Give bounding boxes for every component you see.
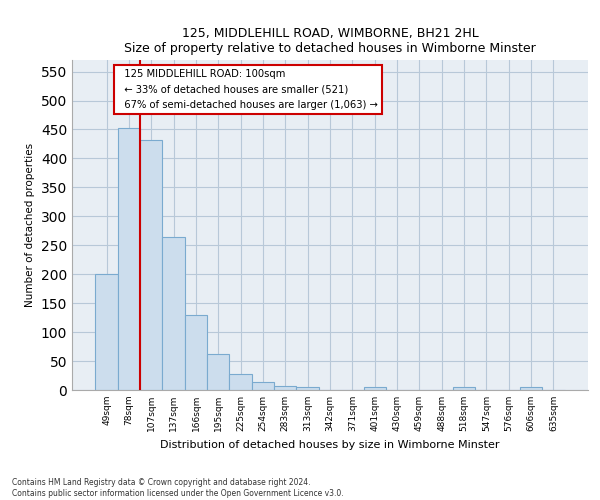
Bar (163, 236, 185, 390)
Bar (118, 128, 140, 390)
X-axis label: Distribution of detached houses by size in Wimborne Minster: Distribution of detached houses by size … (160, 440, 500, 450)
Bar (252, 382, 274, 390)
Text: Contains HM Land Registry data © Crown copyright and database right 2024.
Contai: Contains HM Land Registry data © Crown c… (12, 478, 344, 498)
Title: 125, MIDDLEHILL ROAD, WIMBORNE, BH21 2HL
Size of property relative to detached h: 125, MIDDLEHILL ROAD, WIMBORNE, BH21 2HL… (124, 26, 536, 54)
Bar (364, 386, 386, 390)
Bar (207, 354, 229, 390)
Bar (95, 274, 118, 390)
Text: 125 MIDDLEHILL ROAD: 100sqm
  ← 33% of detached houses are smaller (521)
  67% o: 125 MIDDLEHILL ROAD: 100sqm ← 33% of det… (118, 68, 377, 110)
Bar (453, 387, 475, 390)
Bar (274, 386, 296, 390)
Bar (296, 387, 319, 390)
Y-axis label: Number of detached properties: Number of detached properties (25, 143, 35, 307)
Bar (140, 140, 163, 390)
Bar (520, 387, 542, 390)
Bar (229, 374, 252, 390)
Bar (185, 314, 207, 390)
